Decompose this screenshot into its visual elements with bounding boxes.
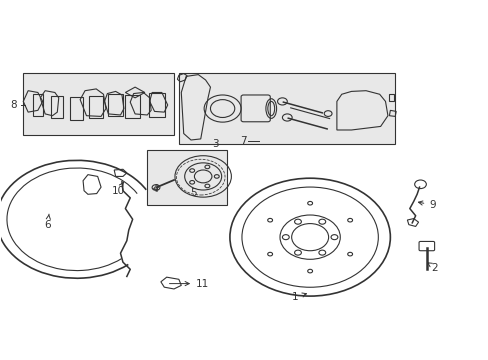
Text: 3: 3 bbox=[212, 139, 218, 149]
Text: 1: 1 bbox=[292, 292, 306, 302]
Text: 2: 2 bbox=[427, 262, 437, 273]
Text: 10: 10 bbox=[111, 183, 124, 196]
Text: 6: 6 bbox=[44, 214, 51, 230]
FancyBboxPatch shape bbox=[179, 73, 394, 144]
Text: 4: 4 bbox=[153, 184, 159, 194]
FancyBboxPatch shape bbox=[23, 73, 174, 135]
Text: 5: 5 bbox=[190, 188, 196, 198]
Text: 9: 9 bbox=[418, 200, 435, 210]
FancyBboxPatch shape bbox=[147, 150, 227, 205]
Text: 8: 8 bbox=[10, 100, 17, 110]
Text: 11: 11 bbox=[169, 279, 209, 289]
Text: 7: 7 bbox=[240, 136, 246, 147]
